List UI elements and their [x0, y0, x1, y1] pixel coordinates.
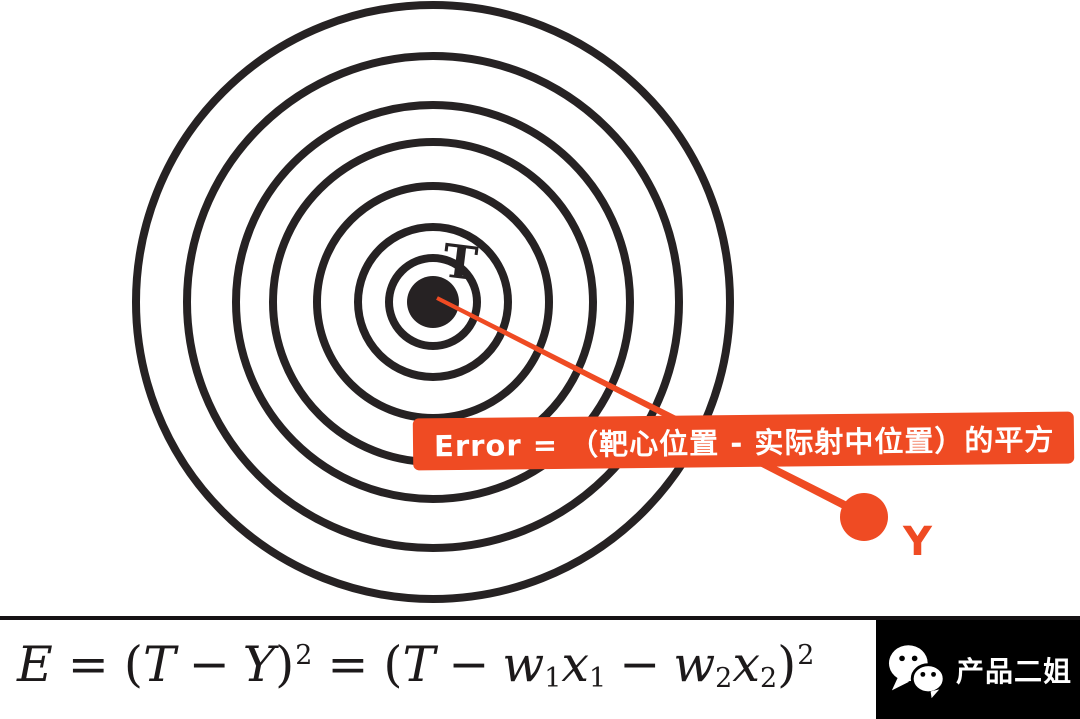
formula-square-2: 2	[797, 640, 815, 672]
target-ring	[385, 254, 481, 350]
target-label-t: T	[440, 233, 481, 291]
shot-label-y: Y	[903, 519, 932, 565]
formula-x1-sub: 1	[589, 662, 607, 694]
formula-equals-2: =	[327, 636, 369, 694]
formula-w1: w	[502, 636, 545, 694]
formula-minus-2: −	[448, 636, 490, 694]
loss-formula-row: E = (T − Y)2 = (T − w1x1− w2x2)2	[17, 640, 814, 699]
formula-T-2: T	[402, 636, 436, 694]
error-callout: Error = （靶心位置 - 实际射中位置）的平方	[412, 411, 1075, 471]
formula-Y: Y	[242, 636, 276, 694]
target-ring	[183, 52, 683, 552]
error-callout-text: Error = （靶心位置 - 实际射中位置）的平方	[433, 422, 1055, 464]
formula-T-1: T	[142, 636, 176, 694]
formula-w1-sub: 1	[544, 662, 562, 694]
target-ring	[354, 223, 512, 381]
formula-lparen-1: (	[123, 636, 143, 694]
wechat-icon	[888, 644, 946, 698]
formula-rparen-1: )	[275, 636, 295, 694]
watermark-name: 产品二姐	[956, 654, 1073, 688]
target-label-text: T	[440, 233, 481, 291]
watermark-box: 产品二姐	[876, 620, 1080, 719]
formula-w2: w	[673, 636, 716, 694]
formula-rparen-2: )	[777, 636, 797, 694]
target-ring	[132, 1, 734, 603]
target-ring	[232, 101, 634, 503]
formula-x2: x	[732, 636, 760, 694]
formula-x2-sub: 2	[759, 662, 778, 694]
formula-lparen-2: (	[383, 636, 403, 694]
formula-E: E	[17, 636, 53, 694]
formula-square-1: 2	[295, 640, 313, 672]
bullseye-dot	[407, 276, 459, 328]
formula-minus-1: −	[188, 636, 230, 694]
shot-point	[840, 493, 888, 541]
formula-equals-1: =	[67, 636, 109, 694]
loss-formula: E = (T − Y)2 = (T − w1x1− w2x2)2	[0, 620, 876, 719]
formula-x1: x	[561, 636, 590, 694]
divider-line	[0, 616, 1080, 620]
formula-w2-sub: 2	[715, 662, 733, 694]
formula-minus-3: −	[619, 636, 661, 694]
